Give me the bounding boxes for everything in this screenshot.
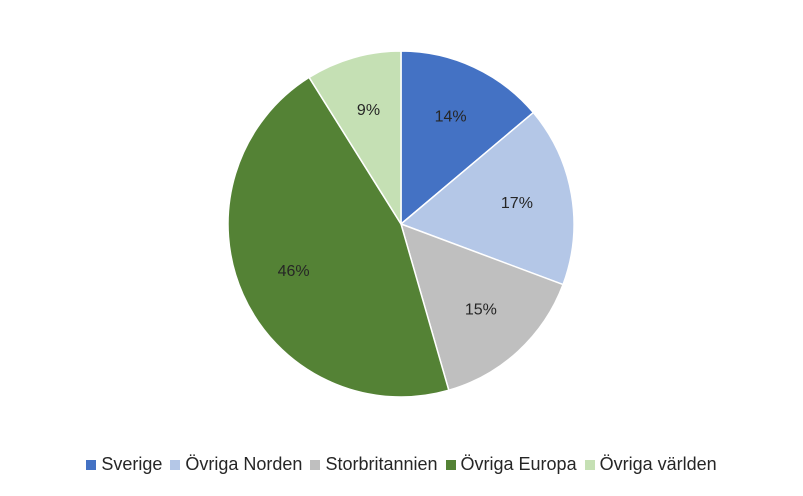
- pie-slice-4: [227, 76, 450, 398]
- legend-swatch: [584, 459, 595, 470]
- legend-swatch: [86, 459, 97, 470]
- pie-plot-area: 14% 17% 15% 46% 9%: [227, 50, 575, 398]
- legend-item: Storbritannien: [310, 454, 438, 475]
- chart-legend: Sverige Övriga Norden Storbritannien Övriga…: [0, 454, 803, 475]
- legend-swatch: [310, 459, 321, 470]
- legend-swatch: [170, 459, 181, 470]
- legend-label: Övriga Norden: [185, 454, 303, 474]
- legend-item: Övriga Norden: [170, 454, 302, 475]
- legend-label: Övriga världen: [599, 454, 717, 474]
- legend-item: Övriga världen: [584, 454, 717, 475]
- slice-data-label: 17%: [501, 195, 533, 212]
- legend-label: Storbritannien: [325, 454, 438, 474]
- slice-data-label: 15%: [465, 302, 497, 319]
- legend-item: Övriga Europa: [445, 454, 577, 475]
- legend-item: Sverige: [86, 454, 162, 475]
- pie-slice-2: [399, 111, 575, 286]
- legend-label: Övriga Europa: [460, 454, 577, 474]
- pie-slice-1: [400, 50, 535, 226]
- pie-slice-5: [308, 50, 402, 227]
- pie-slice-3: [399, 222, 565, 392]
- legend-label: Sverige: [101, 454, 163, 474]
- slice-data-label: 14%: [435, 109, 467, 126]
- slice-data-label: 9%: [357, 102, 380, 119]
- slice-data-label: 46%: [278, 263, 310, 280]
- legend-swatch: [445, 459, 456, 470]
